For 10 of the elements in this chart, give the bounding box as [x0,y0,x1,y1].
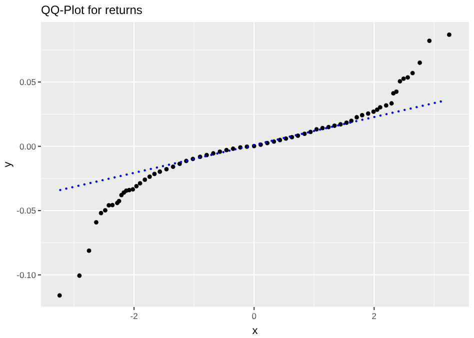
x-tick-label: 0 [252,311,257,321]
y-axis-title: y [2,161,14,168]
x-tick-label: -2 [130,311,138,321]
chart-title: QQ-Plot for returns [41,3,142,17]
y-tick-label: -0.05 [16,206,36,216]
y-tick-label: 0.00 [19,141,36,152]
y-tick-label: 0.05 [19,77,36,88]
x-tick-label: 2 [372,311,377,321]
y-tick-label: -0.10 [16,270,36,280]
x-axis-title: x [252,325,258,337]
